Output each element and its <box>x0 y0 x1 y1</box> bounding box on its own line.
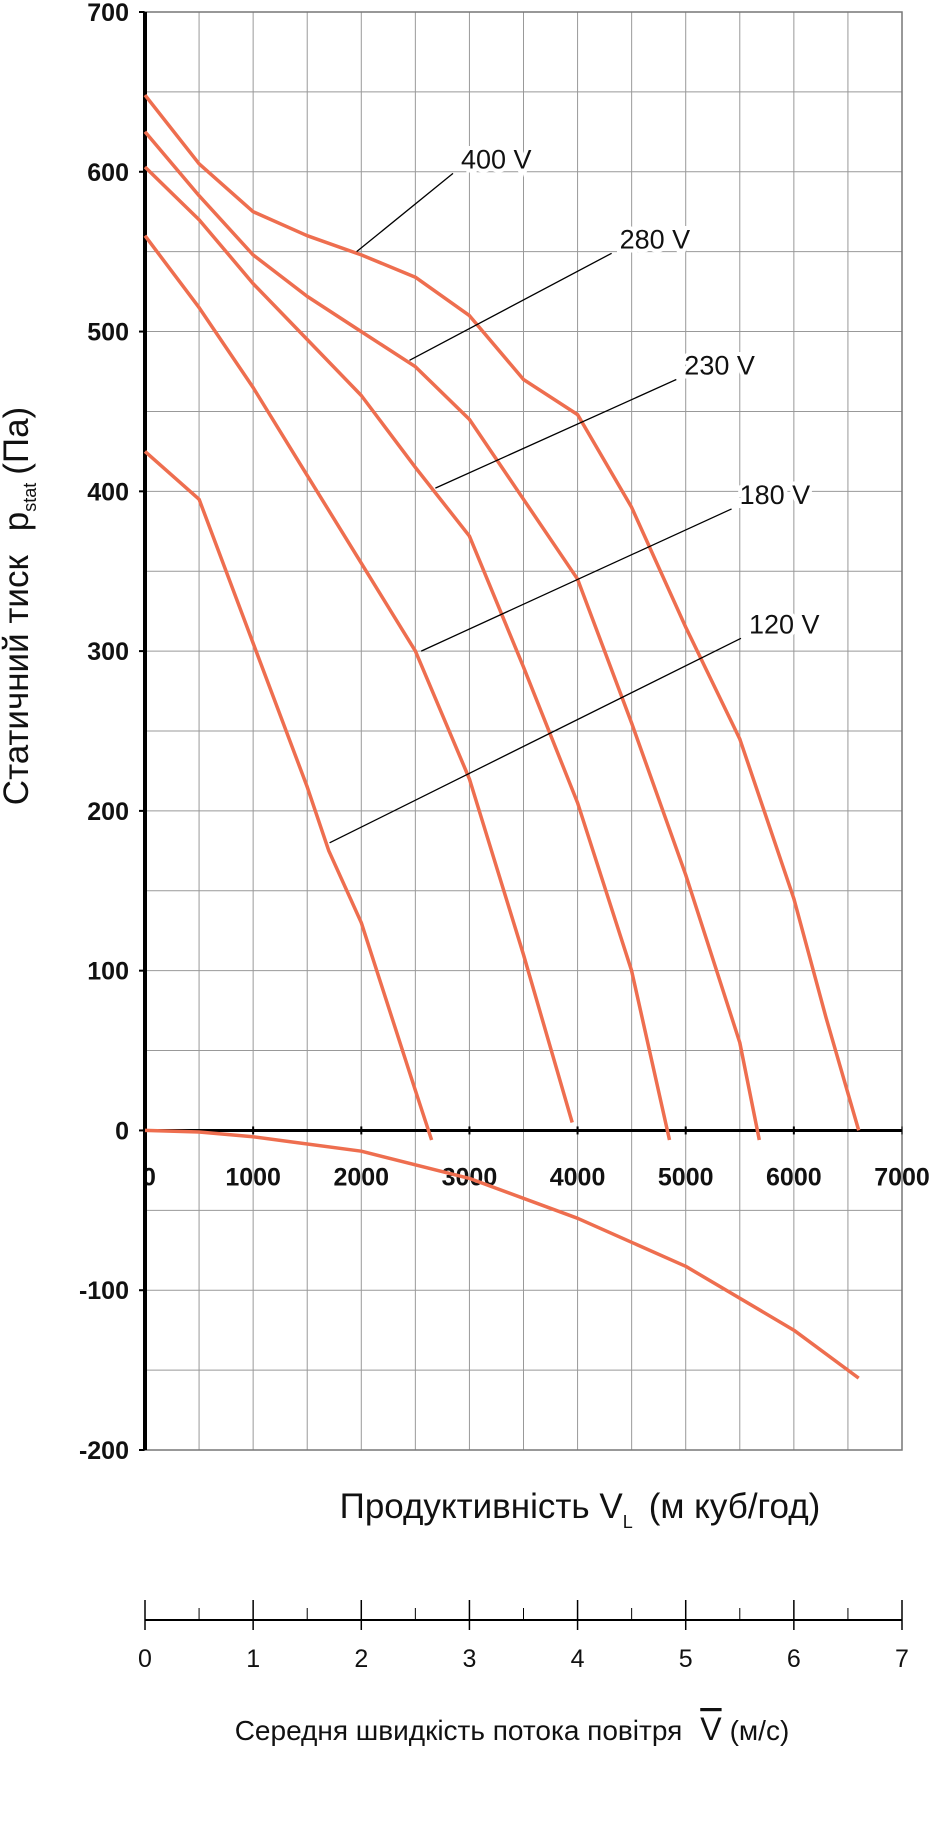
x-tick-label: 2000 <box>333 1163 389 1191</box>
leader-line <box>329 637 742 844</box>
y-tick-label: 400 <box>87 478 129 506</box>
leader-line <box>420 508 732 652</box>
leader-line <box>435 378 677 489</box>
annotation: 120 V <box>749 609 820 639</box>
leader-line <box>356 172 454 253</box>
curve <box>143 165 672 1141</box>
x-axis-title: Продуктивність VL (м куб/год) <box>340 1487 821 1532</box>
x-tick-label: 4000 <box>550 1163 606 1191</box>
x-tick-label: 1000 <box>225 1163 281 1191</box>
annotation: 180 V <box>740 480 811 510</box>
x2-tick-label: 2 <box>354 1645 368 1673</box>
x2-tick-label: 0 <box>138 1645 152 1673</box>
x-tick-label: 5000 <box>658 1163 714 1191</box>
y-tick-label: 300 <box>87 638 129 666</box>
annotation: 280 V <box>620 224 691 254</box>
curve <box>143 450 434 1141</box>
y-tick-label: 200 <box>87 798 129 826</box>
y-tick-label: 600 <box>87 159 129 187</box>
y-tick-label: 700 <box>87 0 129 27</box>
y-tick-label: 0 <box>115 1117 129 1145</box>
y-axis-title: Статичний тискpstat(Па) <box>0 407 40 805</box>
curve <box>144 1128 860 1380</box>
x2-tick-label: 5 <box>679 1645 693 1673</box>
y-tick-label: 100 <box>87 958 129 986</box>
y-tick-label: -100 <box>79 1277 129 1305</box>
x2-axis-title: Середня швидкість потока повітря V (м/с) <box>235 1711 790 1747</box>
x2-tick-label: 1 <box>246 1645 260 1673</box>
x2-tick-label: 3 <box>462 1645 476 1673</box>
curve <box>143 130 762 1141</box>
x2-tick-label: 7 <box>895 1645 909 1673</box>
curve <box>143 234 574 1123</box>
y-tick-label: -200 <box>79 1437 129 1465</box>
annotation: 400 V <box>461 144 532 174</box>
x-tick-label: 6000 <box>766 1163 822 1191</box>
y-tick-label: 500 <box>87 319 129 347</box>
leader-line <box>409 252 612 361</box>
x2-tick-label: 6 <box>787 1645 801 1673</box>
annotation: 230 V <box>684 350 755 380</box>
x2-tick-label: 4 <box>571 1645 585 1673</box>
curve <box>143 94 861 1131</box>
